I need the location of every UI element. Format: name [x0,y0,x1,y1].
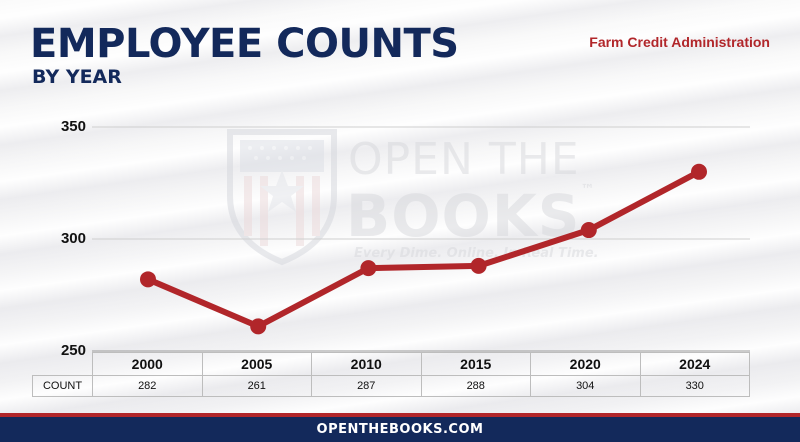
y-tick-label-300: 300 [60,230,86,247]
y-tick-label-350: 350 [60,118,86,135]
x-tick-label-2000: 2000 [92,352,203,376]
data-label-2024: 330 [639,375,750,397]
agency-name: Farm Credit Administration [589,34,770,50]
series-line-count [145,168,702,330]
page-subtitle: BY YEAR [32,66,122,88]
year-header-row: 2000 2005 2010 2015 2020 2024 [32,352,750,376]
x-tick-label-2020: 2020 [530,352,641,376]
page-title: EMPLOYEE COUNTS [30,21,459,67]
footer-bar: OPENTHEBOOKS.COM [0,413,800,442]
watermark: OPEN THE BOOKS™ Every Dime. Online. In R… [222,126,599,271]
footer-site-link[interactable]: OPENTHEBOOKS.COM [316,422,484,437]
x-tick-label-2015: 2015 [420,352,531,376]
shield-logo-icon [227,129,337,266]
data-table: 2000 2005 2010 2015 2020 2024 COUNT 282 261 287… [32,352,750,397]
gridlines [92,126,750,352]
data-point-2020 [580,222,597,239]
series-line-group [145,168,702,330]
x-tick-label-2024: 2024 [639,352,750,376]
count-row-label: COUNT [32,375,93,397]
data-label-2000: 282 [92,375,203,397]
table-corner [32,352,93,376]
data-label-2005: 261 [201,375,312,397]
data-label-2010: 287 [311,375,422,397]
data-point-2015 [470,257,487,274]
watermark-open-text: OPEN THE [348,134,580,185]
data-label-2015: 288 [420,375,531,397]
background [0,0,800,420]
data-points [140,163,707,335]
x-tick-label-2010: 2010 [311,352,422,376]
data-point-2010 [360,260,377,277]
count-row: COUNT 282 261 287 288 304 330 [32,375,750,397]
data-point-2024 [691,163,707,180]
data-label-2020: 304 [530,375,641,397]
x-tick-label-2005: 2005 [201,352,312,376]
data-point-2005 [250,318,267,335]
data-point-2000 [140,271,156,288]
